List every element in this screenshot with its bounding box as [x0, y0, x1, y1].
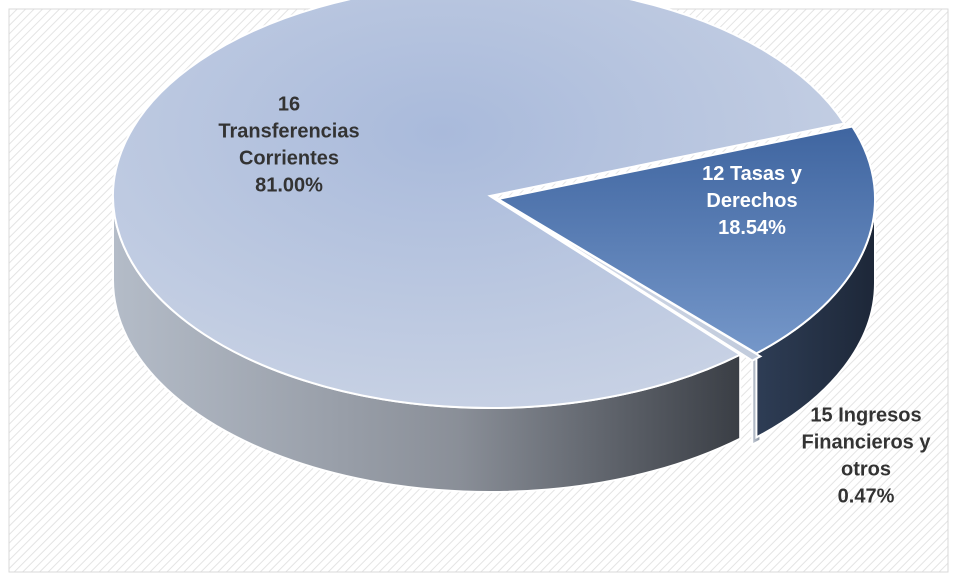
data-label-tasas-y-derechos: 12 Tasas y Derechos 18.54% — [702, 163, 803, 239]
data-label-line: otros — [841, 459, 891, 481]
pie-labels: 16 Transferencias Corrientes 81.00% 12 Tasas… — [218, 94, 931, 508]
data-label-line: 12 Tasas y — [702, 163, 803, 185]
pie-tops — [112, 0, 876, 410]
data-label-line: Financieros y — [802, 432, 932, 454]
data-label-line: Derechos — [706, 190, 797, 212]
pie-slice-tasas-y-derechos — [495, 125, 876, 355]
data-label-ingresos-financieros: 15 Ingresos Financieros y otros 0.47% — [802, 405, 932, 508]
data-label-line: Corrientes — [239, 148, 339, 170]
pie-slice-transferencias-corrientes — [112, 0, 846, 410]
data-label-line: 16 — [278, 94, 300, 116]
pie-slice-ingresos-financieros — [501, 201, 763, 362]
data-label-line: 81.00% — [255, 175, 323, 197]
data-label-line: 0.47% — [838, 486, 895, 508]
data-label-line: Transferencias — [218, 121, 359, 143]
data-label-line: 18.54% — [718, 217, 786, 239]
data-label-transferencias-corrientes: 16 Transferencias Corrientes 81.00% — [218, 94, 359, 197]
data-label-line: 15 Ingresos — [810, 405, 921, 427]
